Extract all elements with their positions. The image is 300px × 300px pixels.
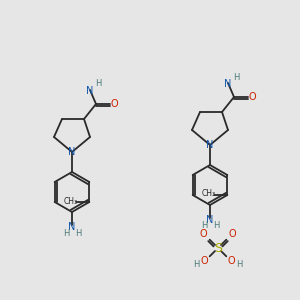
Text: H: H [63, 229, 69, 238]
Text: O: O [227, 256, 235, 266]
Text: N: N [68, 147, 76, 157]
Text: N: N [86, 86, 94, 96]
Text: H: H [95, 80, 101, 88]
Text: O: O [201, 256, 208, 266]
Text: N: N [206, 140, 214, 150]
Text: S: S [214, 242, 222, 254]
Text: N: N [206, 215, 214, 225]
Text: CH₃: CH₃ [63, 196, 77, 206]
Text: H: H [75, 229, 81, 238]
Text: O: O [229, 229, 236, 239]
Text: H: H [213, 221, 219, 230]
Text: H: H [233, 73, 239, 82]
Text: H: H [201, 221, 207, 230]
Text: O: O [110, 99, 118, 109]
Text: O: O [200, 229, 208, 239]
Text: H: H [236, 260, 242, 269]
Text: O: O [248, 92, 256, 102]
Text: N: N [224, 79, 232, 89]
Text: CH₃: CH₃ [201, 190, 215, 199]
Text: H: H [194, 260, 200, 269]
Text: N: N [68, 222, 76, 232]
